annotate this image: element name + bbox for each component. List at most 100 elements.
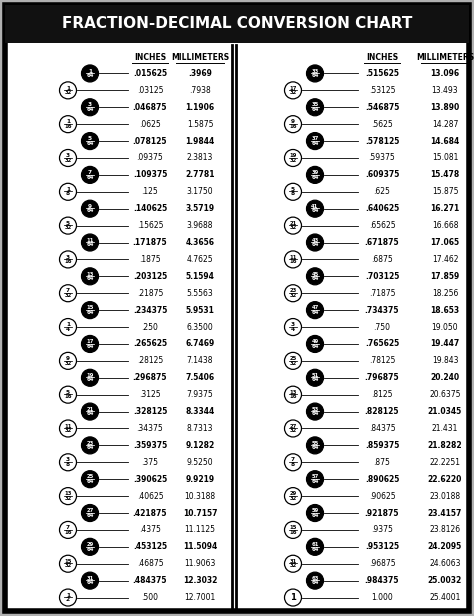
Text: 15: 15 [86, 306, 94, 310]
Text: 6.3500: 6.3500 [187, 323, 213, 331]
Circle shape [82, 471, 99, 488]
Circle shape [60, 488, 76, 505]
Circle shape [284, 184, 301, 200]
Text: 29: 29 [289, 492, 297, 496]
Text: .3125: .3125 [139, 390, 161, 399]
Text: 64: 64 [311, 378, 319, 383]
Circle shape [82, 166, 99, 184]
Text: 64: 64 [86, 242, 94, 247]
Text: 45: 45 [311, 272, 319, 277]
Text: 64: 64 [86, 107, 94, 112]
Text: 23: 23 [289, 288, 297, 293]
Text: 16: 16 [64, 259, 72, 264]
Text: 13.493: 13.493 [432, 86, 458, 95]
Circle shape [307, 538, 323, 556]
Circle shape [284, 217, 301, 234]
Text: 11.9063: 11.9063 [184, 559, 216, 568]
Circle shape [307, 572, 323, 589]
Text: .96875: .96875 [369, 559, 395, 568]
Text: 32: 32 [64, 564, 72, 569]
Circle shape [284, 116, 301, 132]
Text: 7.9375: 7.9375 [187, 390, 213, 399]
Circle shape [284, 386, 301, 403]
Text: 16: 16 [289, 394, 297, 399]
Text: 1.1906: 1.1906 [185, 103, 215, 111]
Text: 9.9219: 9.9219 [185, 475, 215, 484]
Text: 64: 64 [86, 174, 94, 180]
Text: 9.5250: 9.5250 [187, 458, 213, 467]
Text: 1: 1 [66, 593, 70, 598]
Circle shape [60, 555, 76, 572]
Text: 16: 16 [289, 259, 297, 264]
Text: .09375: .09375 [137, 153, 164, 163]
Text: 9.1282: 9.1282 [185, 441, 215, 450]
Text: 1: 1 [66, 120, 70, 124]
Text: .796875: .796875 [365, 373, 399, 383]
Text: 23: 23 [86, 440, 94, 445]
Text: .7938: .7938 [189, 86, 211, 95]
Text: 5: 5 [291, 187, 295, 192]
Text: MILLIMETERS: MILLIMETERS [171, 52, 229, 62]
Text: 17.859: 17.859 [430, 272, 460, 281]
Text: .578125: .578125 [365, 137, 399, 145]
Text: 64: 64 [311, 546, 319, 551]
Text: 64: 64 [311, 445, 319, 450]
Text: 11.1125: 11.1125 [184, 525, 216, 535]
Text: 5: 5 [66, 390, 70, 395]
Text: .375: .375 [142, 458, 158, 467]
Text: 3: 3 [66, 254, 70, 259]
Circle shape [307, 166, 323, 184]
Text: 14.287: 14.287 [432, 120, 458, 129]
Text: 64: 64 [311, 276, 319, 281]
Text: 2: 2 [66, 598, 70, 602]
Circle shape [60, 386, 76, 403]
Text: 19.050: 19.050 [432, 323, 458, 331]
Text: 13.096: 13.096 [430, 69, 460, 78]
Text: 16.271: 16.271 [430, 204, 460, 213]
Circle shape [307, 132, 323, 150]
Text: .515625: .515625 [365, 69, 399, 78]
Text: .015625: .015625 [133, 69, 167, 78]
Text: 16.668: 16.668 [432, 221, 458, 230]
Text: 4.3656: 4.3656 [185, 238, 215, 247]
Text: .53125: .53125 [369, 86, 395, 95]
Text: 3: 3 [291, 322, 295, 327]
Text: .109375: .109375 [133, 171, 167, 179]
Circle shape [60, 116, 76, 132]
Text: 16: 16 [64, 124, 72, 129]
Text: .890625: .890625 [365, 475, 399, 484]
Text: 21.431: 21.431 [432, 424, 458, 433]
Text: 7: 7 [88, 170, 92, 175]
Text: 15.081: 15.081 [432, 153, 458, 163]
Text: .921875: .921875 [365, 509, 399, 517]
Text: .265625: .265625 [133, 339, 167, 349]
Text: 33: 33 [311, 68, 319, 74]
Text: 32: 32 [64, 90, 72, 95]
Text: .875: .875 [374, 458, 391, 467]
Text: 41: 41 [311, 204, 319, 209]
Text: 15.478: 15.478 [430, 171, 460, 179]
Circle shape [60, 82, 76, 99]
Text: 64: 64 [86, 378, 94, 383]
Text: 2.3813: 2.3813 [187, 153, 213, 163]
Text: 18.256: 18.256 [432, 289, 458, 298]
Circle shape [60, 521, 76, 538]
Text: 16: 16 [289, 530, 297, 535]
Text: 21.0345: 21.0345 [428, 407, 462, 416]
Circle shape [307, 200, 323, 217]
Text: 7.5406: 7.5406 [185, 373, 215, 383]
Text: 32: 32 [289, 428, 297, 433]
Text: 64: 64 [86, 513, 94, 517]
Text: 32: 32 [289, 90, 297, 95]
Text: 21: 21 [289, 221, 297, 226]
Circle shape [284, 150, 301, 166]
Text: 17: 17 [86, 339, 94, 344]
Text: 16: 16 [289, 124, 297, 129]
Text: .703125: .703125 [365, 272, 399, 281]
Text: 61: 61 [311, 542, 319, 547]
Circle shape [307, 437, 323, 454]
Text: 5: 5 [66, 221, 70, 226]
Text: 64: 64 [311, 580, 319, 585]
Text: .359375: .359375 [133, 441, 167, 450]
Text: 19: 19 [289, 153, 297, 158]
